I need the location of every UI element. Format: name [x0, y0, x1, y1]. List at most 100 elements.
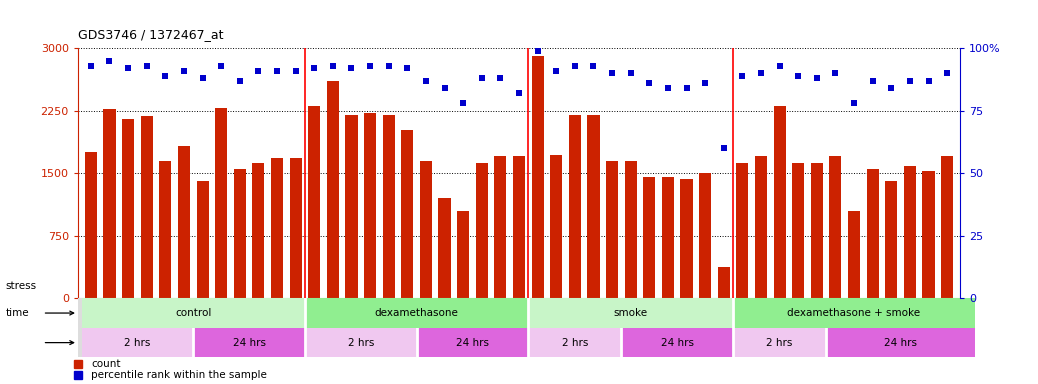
Bar: [104, 109, 115, 298]
Bar: [402, 130, 413, 298]
Point: [306, 65, 323, 71]
Bar: [122, 119, 134, 298]
Bar: [644, 177, 655, 298]
Point: [436, 85, 453, 91]
Bar: [234, 169, 246, 298]
Point: [399, 65, 415, 71]
Text: smoke: smoke: [613, 308, 648, 318]
Bar: [159, 161, 171, 298]
Bar: [531, 56, 544, 298]
Point: [883, 85, 900, 91]
Bar: [736, 163, 748, 298]
Bar: [383, 115, 394, 298]
Bar: [305, 328, 416, 358]
Bar: [141, 116, 153, 298]
Bar: [457, 211, 469, 298]
Text: 24 hrs: 24 hrs: [661, 338, 693, 348]
Text: stress: stress: [5, 281, 36, 291]
Point: [417, 78, 434, 84]
Bar: [528, 328, 622, 358]
Point: [902, 78, 919, 84]
Bar: [494, 156, 507, 298]
Bar: [829, 156, 842, 298]
Bar: [215, 108, 227, 298]
Text: percentile rank within the sample: percentile rank within the sample: [91, 370, 267, 380]
Point: [175, 68, 192, 74]
Point: [585, 63, 602, 69]
Bar: [681, 179, 692, 298]
Bar: [717, 266, 730, 298]
Bar: [923, 170, 934, 298]
Point: [157, 73, 173, 79]
Text: 24 hrs: 24 hrs: [884, 338, 918, 348]
Text: dexamethasone: dexamethasone: [375, 308, 459, 318]
Text: 24 hrs: 24 hrs: [233, 338, 266, 348]
Bar: [606, 161, 618, 298]
Point: [101, 58, 117, 64]
Bar: [196, 182, 209, 298]
Text: dexamethasone + smoke: dexamethasone + smoke: [788, 308, 921, 318]
Point: [604, 70, 621, 76]
Point: [659, 85, 676, 91]
Point: [194, 75, 211, 81]
Point: [269, 68, 285, 74]
Bar: [792, 163, 804, 298]
Point: [715, 145, 732, 151]
Bar: [622, 328, 733, 358]
Bar: [82, 328, 193, 358]
Bar: [733, 328, 826, 358]
Bar: [528, 298, 733, 328]
Text: time: time: [5, 308, 29, 318]
Bar: [941, 156, 953, 298]
Point: [529, 48, 546, 54]
Point: [250, 68, 267, 74]
Bar: [662, 177, 674, 298]
Point: [288, 68, 304, 74]
Bar: [420, 161, 432, 298]
Bar: [848, 211, 861, 298]
Bar: [773, 106, 786, 298]
Bar: [699, 173, 711, 298]
Bar: [193, 328, 305, 358]
Text: 2 hrs: 2 hrs: [348, 338, 374, 348]
Bar: [252, 163, 265, 298]
Point: [678, 85, 694, 91]
Text: 24 hrs: 24 hrs: [456, 338, 489, 348]
Bar: [177, 146, 190, 298]
Point: [938, 70, 955, 76]
Point: [83, 63, 100, 69]
Point: [231, 78, 248, 84]
Point: [119, 65, 136, 71]
Point: [846, 100, 863, 106]
Point: [827, 70, 844, 76]
Text: 2 hrs: 2 hrs: [766, 338, 793, 348]
Bar: [364, 113, 376, 298]
Bar: [85, 152, 97, 298]
Bar: [550, 155, 563, 298]
Text: control: control: [175, 308, 212, 318]
Point: [138, 63, 155, 69]
Text: 2 hrs: 2 hrs: [562, 338, 589, 348]
Text: GDS3746 / 1372467_at: GDS3746 / 1372467_at: [78, 28, 223, 41]
Point: [325, 63, 342, 69]
Point: [623, 70, 639, 76]
Point: [344, 65, 360, 71]
Point: [567, 63, 583, 69]
Point: [809, 75, 825, 81]
Bar: [271, 158, 283, 298]
Point: [511, 90, 527, 96]
Point: [455, 100, 471, 106]
Bar: [826, 328, 975, 358]
Bar: [475, 163, 488, 298]
Bar: [82, 298, 305, 328]
Point: [641, 80, 658, 86]
Point: [921, 78, 937, 84]
Point: [362, 63, 379, 69]
Bar: [290, 158, 302, 298]
Point: [734, 73, 750, 79]
Point: [865, 78, 881, 84]
Point: [790, 73, 807, 79]
Point: [696, 80, 713, 86]
Point: [213, 63, 229, 69]
Bar: [416, 328, 528, 358]
